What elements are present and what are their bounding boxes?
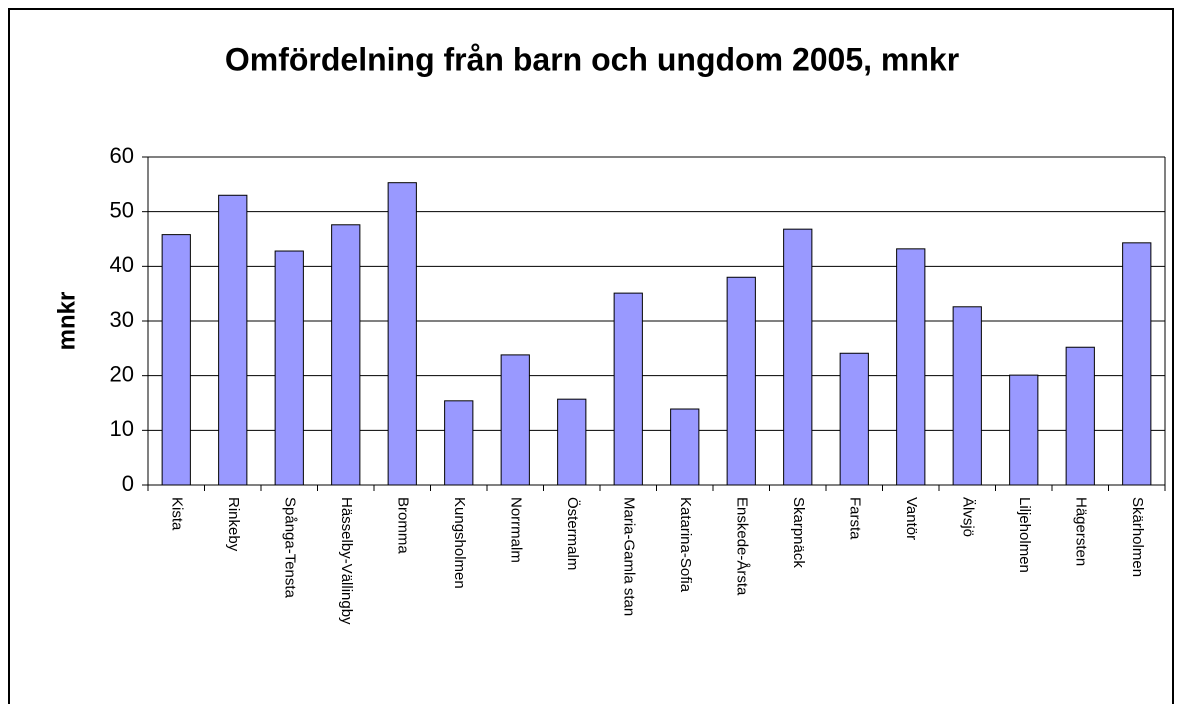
bar — [444, 400, 474, 486]
x-tick-label: Östermalm — [564, 497, 582, 570]
x-tick-label: Rinkeby — [225, 497, 242, 552]
bar — [557, 398, 587, 486]
y-tick-label: 0 — [122, 471, 134, 496]
bar — [952, 306, 982, 486]
bar — [1065, 346, 1095, 486]
y-tick-label: 50 — [110, 197, 134, 222]
x-tick-label: Enskede-Årsta — [733, 497, 750, 596]
chart-title: Omfördelning från barn och ungdom 2005, … — [225, 41, 959, 77]
y-tick-label: 30 — [110, 307, 134, 332]
x-tick-label: Hässelby-Vällingby — [338, 497, 355, 625]
x-tick-label: Bromma — [394, 497, 411, 554]
bar — [1009, 374, 1039, 486]
bar — [387, 182, 417, 486]
bar — [500, 354, 530, 486]
bar — [274, 250, 304, 486]
x-tick-label: Kista — [168, 497, 185, 531]
bar — [783, 228, 813, 486]
bar — [726, 276, 756, 486]
x-tick-label: Farsta — [846, 497, 863, 540]
y-tick-label: 20 — [110, 361, 134, 386]
x-tick-label: Hägersten — [1072, 497, 1089, 566]
y-tick-label: 60 — [110, 143, 134, 168]
bar — [613, 292, 643, 486]
bar — [161, 234, 191, 486]
x-tick-label: Katarina-Sofia — [677, 497, 694, 593]
bar — [1122, 242, 1152, 486]
x-tick-label: Norrmalm — [507, 497, 524, 563]
x-tick-label: Maria-Gamla stan — [620, 497, 637, 616]
x-tick-label: Spånga-Tensta — [281, 497, 298, 599]
x-tick-label: Skarpnäck — [790, 497, 807, 568]
x-tick-label: Liljeholmen — [1016, 497, 1033, 573]
x-tick-label: Kungsholmen — [451, 497, 468, 589]
bar — [839, 352, 869, 486]
bar — [331, 224, 361, 486]
x-tick-label: Älvsjö — [959, 497, 976, 537]
bar — [670, 408, 700, 486]
bar — [218, 194, 248, 486]
x-tick-label: Vantör — [903, 497, 920, 540]
y-axis-label: mnkr — [53, 292, 80, 351]
bar — [896, 248, 926, 486]
x-tick-label: Skärholmen — [1129, 497, 1146, 577]
y-tick-label: 10 — [110, 416, 134, 441]
y-tick-label: 40 — [110, 252, 134, 277]
